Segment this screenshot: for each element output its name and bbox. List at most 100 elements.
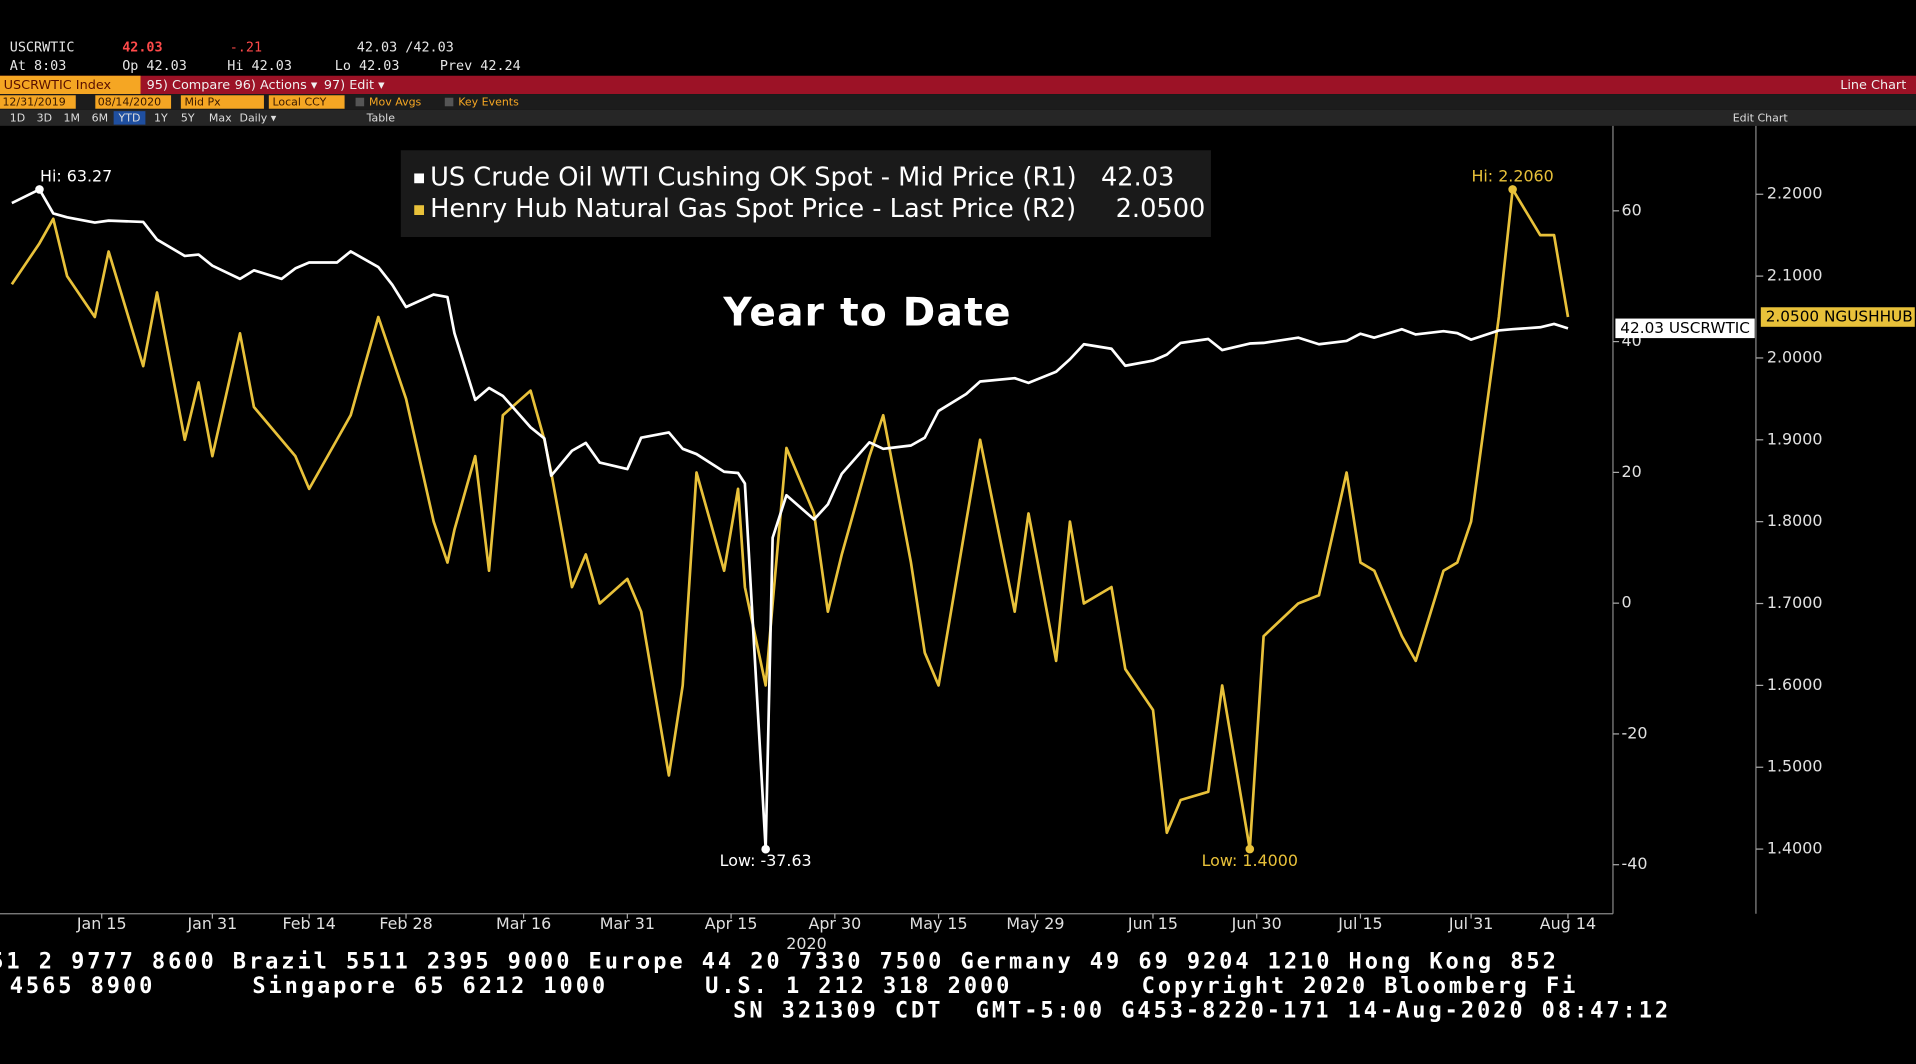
x-tick-label: Jul 31 [1448,914,1493,933]
y2-tick-label: 1.9000 [1767,429,1823,448]
chart-title: Year to Date [722,291,1011,336]
checkbox[interactable] [444,97,454,107]
range-button[interactable]: 5Y [181,111,195,124]
table-button[interactable]: Table [366,111,396,124]
mov-avgs[interactable]: Mov Avgs [369,96,422,109]
last-value-tag [1760,307,1915,327]
y-tick-label: 20 [1622,462,1642,481]
legend-swatch [414,173,425,184]
footer-line: SN 321309 CDT GMT-5:00 G453-8220-171 14-… [733,998,1671,1023]
period[interactable]: Daily ▾ [240,111,277,124]
x-tick-label: Jun 15 [1127,914,1178,933]
time: At 8:03 [10,59,67,74]
actions-button[interactable]: 96) Actions ▾ [235,78,318,93]
start-field[interactable] [0,95,76,109]
range-button[interactable]: 1Y [154,111,168,124]
change: -.21 [230,41,262,56]
legend-value: 2.0500 [1116,194,1206,224]
legend-label: US Crude Oil WTI Cushing OK Spot - Mid P… [430,162,1077,192]
legend-value: 42.03 [1101,162,1174,192]
ticker: USCRWTIC [10,41,75,56]
last-value-label: 2.0500 NGUSHHUB [1766,308,1913,326]
y2-tick-label: 1.5000 [1767,757,1823,776]
x-tick-label: Jan 15 [76,914,127,933]
y2-tick-label: 2.2000 [1767,184,1823,203]
end-field[interactable] [95,95,172,109]
field-box[interactable] [180,95,264,109]
legend-swatch [414,205,425,215]
currency[interactable]: Local CCY [272,96,326,109]
x-tick-label: Jun 30 [1231,914,1282,933]
x-tick-label: Apr 30 [808,914,861,933]
footer-line: 4565 8900 Singapore 65 6212 1000 U.S. 1 … [10,974,1579,999]
series-line [10,188,1570,851]
x-tick-label: Jul 15 [1337,914,1382,933]
field[interactable]: Mid Px [185,96,222,109]
range-button[interactable]: 1D [10,111,25,124]
last-price: 42.03 [122,41,162,56]
security[interactable]: USCRWTIC Index [4,78,112,93]
settings-bar [0,94,1916,110]
y2-tick-label: 1.8000 [1767,511,1823,530]
y2-tick-label: 2.0000 [1767,347,1823,366]
y2-tick-label: 1.7000 [1767,593,1823,612]
footer: 51 2 9777 8600 Brazil 5511 2395 9000 Eur… [0,950,1671,1024]
x-tick-label: Mar 16 [496,914,551,933]
range-buttons: 1D 3D 1M 6M YTD 1Y 5Y Max [10,111,232,124]
chart-kind[interactable]: Line Chart [1840,78,1906,93]
y2-tick-label: 2.1000 [1767,266,1823,285]
x-tick-label: May 29 [1006,914,1064,933]
edit-chart[interactable]: Edit Chart [1733,111,1789,124]
start-date[interactable]: 12/31/2019 [2,96,65,109]
x-tick-label: Mar 31 [600,914,655,933]
y2-tick-label: 1.6000 [1767,675,1823,694]
range-button[interactable]: 3D [37,111,52,124]
y-tick-label: -20 [1622,723,1648,742]
y-tick-label: 60 [1622,200,1642,219]
x-tick-label: May 15 [910,914,968,933]
low: Lo 42.03 [335,59,400,74]
legend [400,150,1211,237]
edit-button[interactable]: 97) Edit ▾ [324,78,385,93]
key-events[interactable]: Key Events [458,96,519,109]
low-annotation: Low: -37.63 [720,851,812,870]
security-field[interactable] [0,75,141,95]
bid-ask: 42.03 /42.03 [357,41,454,56]
extreme-point [35,185,44,194]
range-button[interactable]: YTD [118,111,141,124]
plot: 6040200-20-402.20002.10002.00001.90001.8… [10,167,1823,933]
end-date[interactable]: 08/14/2020 [98,96,161,109]
range-button[interactable]: 1M [64,111,80,124]
y2-tick-label: 1.4000 [1767,839,1823,858]
footer-line: 51 2 9777 8600 Brazil 5511 2395 9000 Eur… [0,950,1559,975]
range-button[interactable]: 6M [92,111,108,124]
range-selected [113,111,146,125]
high: Hi 42.03 [227,59,292,74]
last-value-tag [1615,318,1755,339]
y-tick-label: -40 [1622,854,1648,873]
checkbox[interactable] [355,97,365,107]
hi-annotation: Hi: 63.27 [40,167,112,186]
low-annotation: Low: 1.4000 [1202,851,1298,870]
x-tick-label: Feb 28 [379,914,432,933]
y-tick-label: 0 [1622,593,1632,612]
compare-button[interactable]: 95) Compare [147,78,231,93]
toolbar [0,75,1916,95]
x-tick-label: Feb 14 [283,914,336,933]
range-bar [0,109,1916,126]
currency-box[interactable] [268,95,345,109]
extreme-point [1508,185,1517,194]
x-tick-label: Apr 15 [705,914,758,933]
last-value-label: 42.03 USCRWTIC [1620,319,1750,337]
x-tick-label: Jan 31 [187,914,238,933]
extreme-point [1245,844,1255,854]
x-tick-label: Aug 14 [1540,914,1596,933]
open: Op 42.03 [122,59,187,74]
hi-annotation: Hi: 2.2060 [1471,167,1553,186]
legend-label: Henry Hub Natural Gas Spot Price - Last … [430,194,1076,224]
x-axis-label: 2020 [786,934,826,953]
extreme-point [761,844,770,854]
range-button[interactable]: Max [209,111,232,124]
